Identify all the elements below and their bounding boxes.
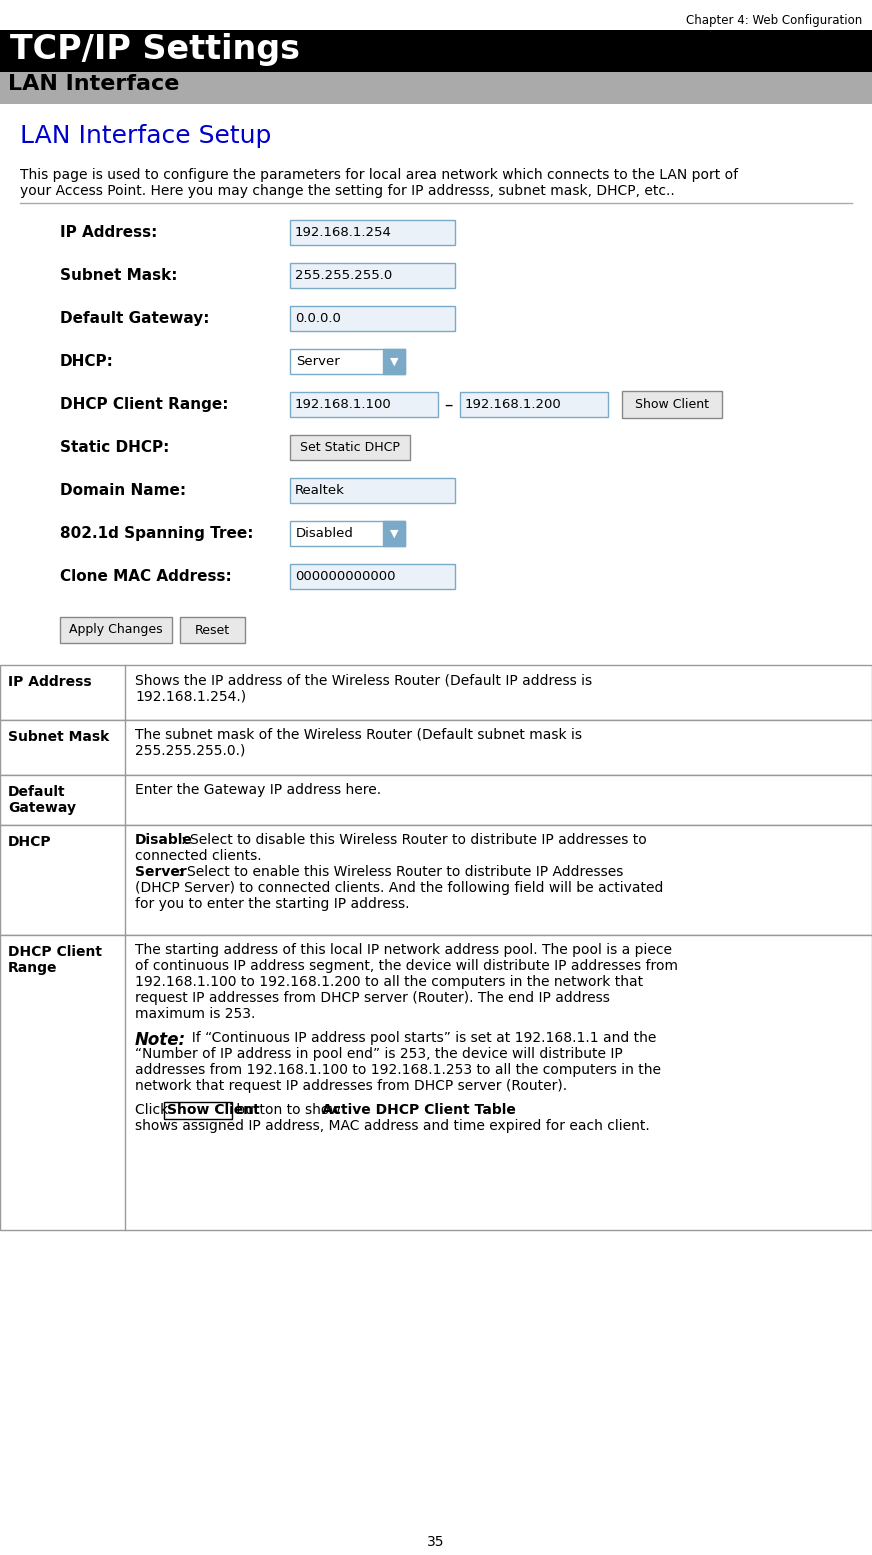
Bar [290, 263, 455, 288]
Text: Default Gateway:: Default Gateway: [60, 311, 209, 327]
Bar [0, 720, 872, 774]
Text: Realtek: Realtek [295, 484, 344, 498]
Bar [290, 306, 455, 331]
Text: Show Client: Show Client [635, 398, 709, 411]
Bar [0, 72, 872, 104]
Bar [290, 348, 405, 375]
Text: DHCP Client: DHCP Client [8, 945, 102, 959]
Text: Server: Server [135, 865, 187, 879]
Text: 192.168.1.100: 192.168.1.100 [295, 398, 392, 411]
Text: The starting address of this local IP network address pool. The pool is a piece: The starting address of this local IP ne… [135, 942, 672, 956]
Text: (DHCP Server) to connected clients. And the following field will be activated: (DHCP Server) to connected clients. And … [135, 882, 664, 896]
Text: Range: Range [8, 961, 58, 975]
Bar [0, 666, 872, 720]
Text: button to show: button to show [232, 1102, 345, 1116]
Text: : Select to disable this Wireless Router to distribute IP addresses to: : Select to disable this Wireless Router… [181, 833, 647, 847]
Bar [460, 392, 608, 417]
Text: Enter the Gateway IP address here.: Enter the Gateway IP address here. [135, 784, 381, 798]
Bar [290, 477, 455, 502]
Bar [0, 30, 872, 72]
Text: Gateway: Gateway [8, 801, 76, 815]
Text: Shows the IP address of the Wireless Router (Default IP address is: Shows the IP address of the Wireless Rou… [135, 673, 592, 687]
Bar [180, 617, 245, 644]
Text: Click: Click [135, 1102, 173, 1116]
Bar [383, 348, 405, 375]
Text: LAN Interface Setup: LAN Interface Setup [20, 124, 271, 148]
Bar [290, 219, 455, 246]
Bar [290, 521, 405, 546]
Text: DHCP: DHCP [8, 835, 51, 849]
Text: Apply Changes: Apply Changes [69, 624, 163, 636]
Text: for you to enter the starting IP address.: for you to enter the starting IP address… [135, 897, 410, 911]
Text: DHCP:: DHCP: [60, 355, 114, 369]
Bar [290, 435, 410, 460]
Bar [164, 1102, 232, 1120]
Text: IP Address: IP Address [8, 675, 92, 689]
Bar [0, 826, 872, 935]
Bar [383, 521, 405, 546]
Bar [622, 390, 722, 418]
Text: Disabled: Disabled [296, 527, 354, 540]
Text: 192.168.1.254: 192.168.1.254 [295, 225, 392, 239]
Text: Note:: Note: [135, 1031, 186, 1050]
Text: : Select to enable this Wireless Router to distribute IP Addresses: : Select to enable this Wireless Router … [178, 865, 623, 879]
Text: Set Static DHCP: Set Static DHCP [300, 442, 400, 454]
Text: Disable: Disable [135, 833, 193, 847]
Text: –: – [444, 395, 453, 414]
Text: Default: Default [8, 785, 65, 799]
Text: ▼: ▼ [390, 529, 399, 538]
Text: 192.168.1.200: 192.168.1.200 [465, 398, 562, 411]
Text: Clone MAC Address:: Clone MAC Address: [60, 569, 232, 585]
Text: Static DHCP:: Static DHCP: [60, 440, 169, 456]
Text: LAN Interface: LAN Interface [8, 75, 180, 93]
Text: 000000000000: 000000000000 [295, 571, 396, 583]
Text: Show Client: Show Client [167, 1102, 260, 1116]
Text: Subnet Mask:: Subnet Mask: [60, 267, 178, 283]
Bar [290, 392, 438, 417]
Text: maximum is 253.: maximum is 253. [135, 1008, 255, 1022]
Text: Server: Server [296, 355, 340, 369]
Bar [0, 935, 872, 1230]
Text: Domain Name:: Domain Name: [60, 484, 186, 498]
Text: Reset: Reset [195, 624, 230, 636]
Text: Chapter 4: Web Configuration: Chapter 4: Web Configuration [685, 14, 862, 26]
Text: addresses from 192.168.1.100 to 192.168.1.253 to all the computers in the: addresses from 192.168.1.100 to 192.168.… [135, 1064, 661, 1078]
Text: 0.0.0.0: 0.0.0.0 [295, 313, 341, 325]
Text: 255.255.255.0.): 255.255.255.0.) [135, 743, 245, 757]
Bar [290, 564, 455, 589]
Text: 802.1d Spanning Tree:: 802.1d Spanning Tree: [60, 526, 254, 541]
Text: ▼: ▼ [390, 356, 399, 367]
Bar [60, 617, 172, 644]
Text: 192.168.1.254.): 192.168.1.254.) [135, 689, 246, 703]
Text: Subnet Mask: Subnet Mask [8, 729, 109, 743]
Text: Active DHCP Client Table: Active DHCP Client Table [322, 1102, 516, 1116]
Text: DHCP Client Range:: DHCP Client Range: [60, 397, 228, 412]
Text: IP Address:: IP Address: [60, 225, 157, 239]
Text: TCP/IP Settings: TCP/IP Settings [10, 33, 300, 65]
Text: request IP addresses from DHCP server (Router). The end IP address: request IP addresses from DHCP server (R… [135, 991, 610, 1005]
Text: The subnet mask of the Wireless Router (Default subnet mask is: The subnet mask of the Wireless Router (… [135, 728, 582, 742]
Text: shows assigned IP address, MAC address and time expired for each client.: shows assigned IP address, MAC address a… [135, 1120, 650, 1134]
Text: connected clients.: connected clients. [135, 849, 262, 863]
Text: of continuous IP address segment, the device will distribute IP addresses from: of continuous IP address segment, the de… [135, 959, 678, 973]
Text: 192.168.1.100 to 192.168.1.200 to all the computers in the network that: 192.168.1.100 to 192.168.1.200 to all th… [135, 975, 644, 989]
Text: 255.255.255.0: 255.255.255.0 [295, 269, 392, 281]
Text: network that request IP addresses from DHCP server (Router).: network that request IP addresses from D… [135, 1079, 567, 1093]
Text: This page is used to configure the parameters for local area network which conne: This page is used to configure the param… [20, 168, 738, 182]
Bar [0, 774, 872, 826]
Text: “Number of IP address in pool end” is 253, the device will distribute IP: “Number of IP address in pool end” is 25… [135, 1047, 623, 1061]
Text: If “Continuous IP address pool starts” is set at 192.168.1.1 and the: If “Continuous IP address pool starts” i… [183, 1031, 657, 1045]
Text: 35: 35 [427, 1535, 445, 1549]
Text: your Access Point. Here you may change the setting for IP addresss, subnet mask,: your Access Point. Here you may change t… [20, 183, 675, 197]
